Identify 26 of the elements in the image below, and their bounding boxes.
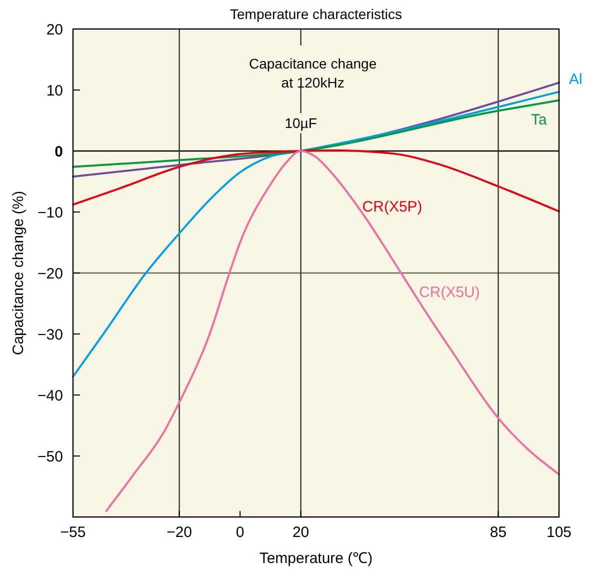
annotation: 10µF [284,114,317,131]
y-tick-label: −20 [38,265,63,282]
text: CR(X5P) [362,198,422,216]
x-tick-label: 105 [546,524,572,541]
y-tick-label: −30 [38,326,63,344]
x-axis-title: Temperature (℃) [259,550,373,567]
series-label: CR(X5U) [419,284,480,301]
series-label: Ta [531,111,548,128]
y-tick-label: −40 [38,387,63,404]
x-tick-label: −55 [60,524,86,541]
x-tick-label: 20 [292,524,310,541]
y-tick-label: −50 [38,448,63,466]
annotation: Capacitance change at 120kHz [248,56,377,91]
series-label: Al [569,70,582,88]
y-axis-title: Capacitance change (%) [10,190,27,356]
chart-title: Temperature characteristics [230,6,402,22]
y-tick-label: 10 [46,82,63,100]
line-series [72,90,560,378]
line-series [105,150,560,512]
y-tick-label: −10 [38,204,63,222]
y-tick-label: 20 [46,21,63,38]
x-tick-label: 85 [490,524,507,541]
line-series [72,99,560,168]
y-tick-label: 0 [54,143,63,160]
x-tick-label: −20 [166,524,192,541]
x-tick-label: 0 [236,524,244,541]
